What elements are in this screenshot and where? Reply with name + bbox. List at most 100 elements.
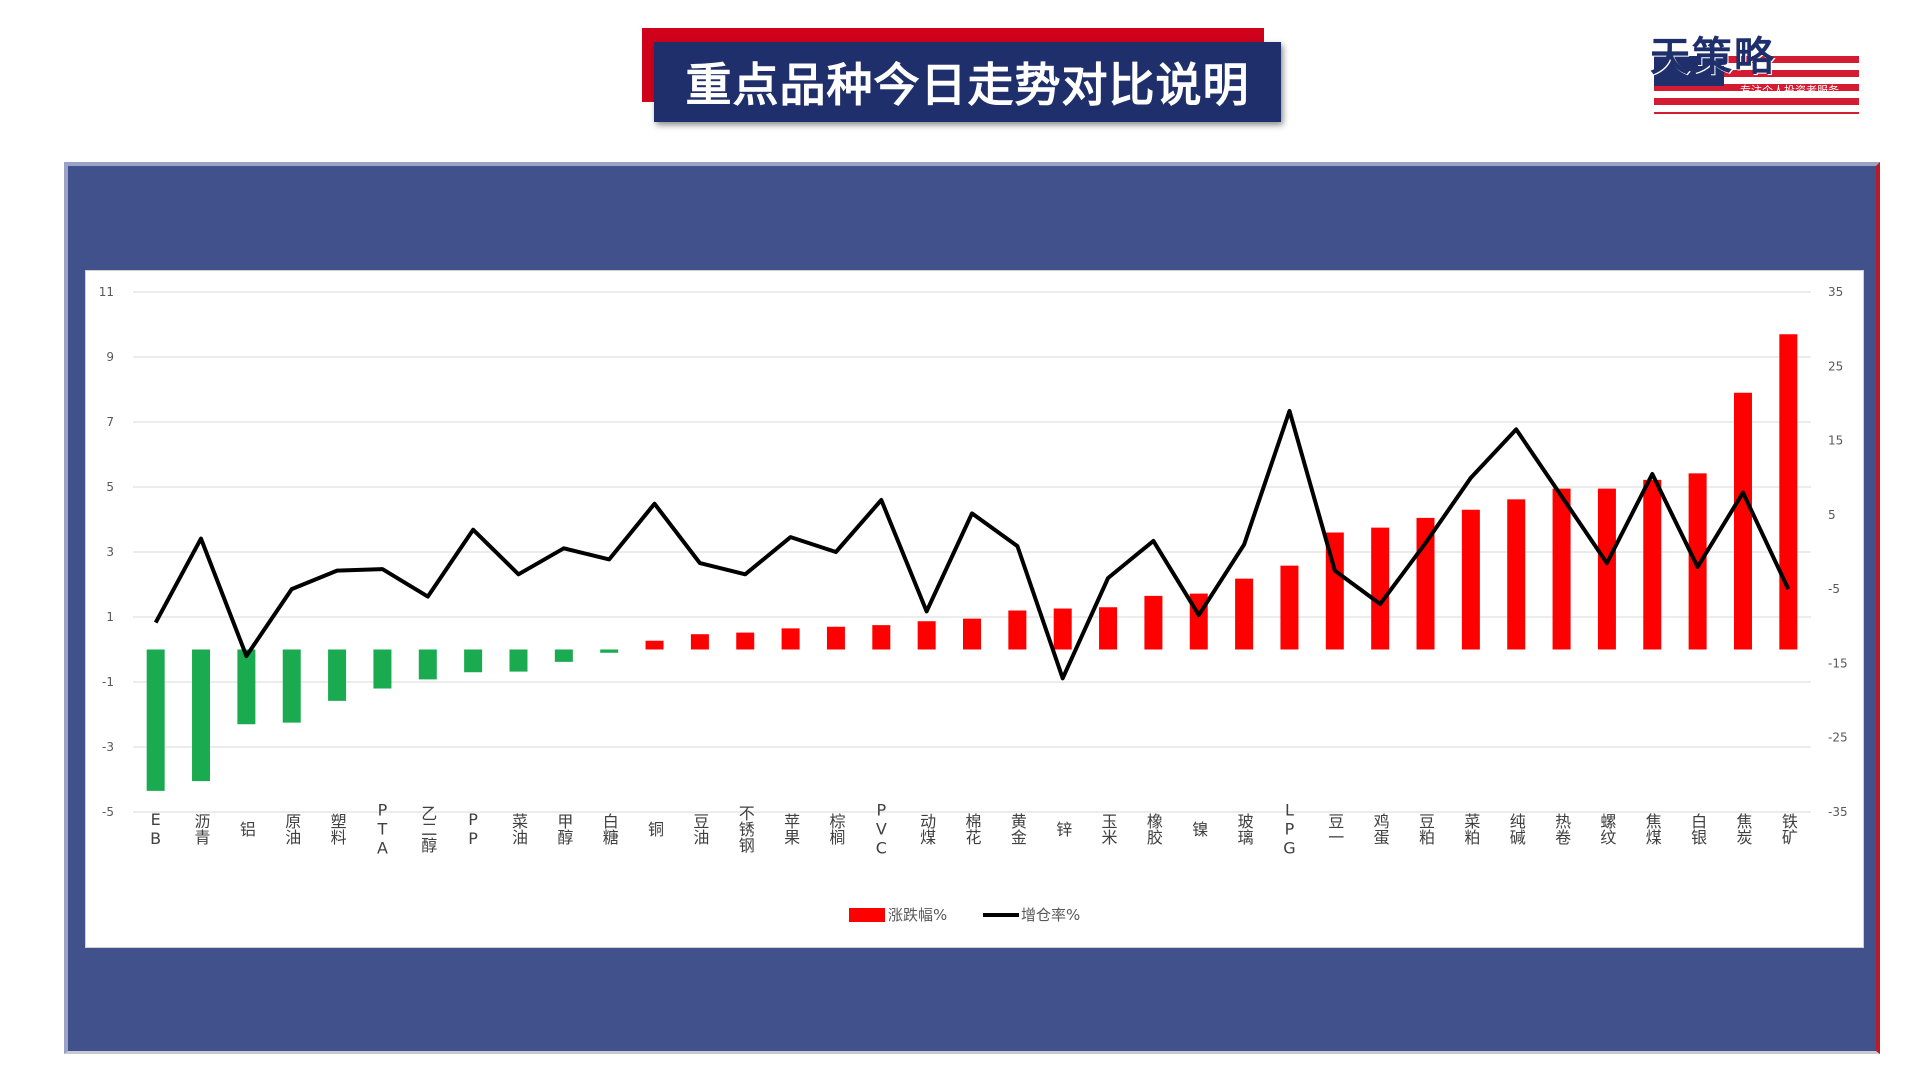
- bar: [192, 649, 211, 782]
- category-label: 白银: [1688, 813, 1707, 845]
- category-label: 不锈钢: [736, 805, 755, 854]
- left-axis-tick-label: 7: [106, 415, 114, 429]
- category-label: 豆粕: [1416, 813, 1435, 845]
- category-label: 鸡蛋: [1371, 813, 1390, 846]
- category-label: 菜油: [509, 813, 528, 845]
- chart-area: 11 9 7 5 3 1 -1 -3 -5 35 25 15 5 -5 -15 -25 -35 EB 沥青 铝 原油 塑料…: [85, 270, 1864, 948]
- bar: [1461, 509, 1480, 650]
- bar: [645, 640, 664, 650]
- flag-canton: [1654, 56, 1724, 86]
- bar: [1643, 479, 1662, 650]
- bar: [373, 649, 392, 689]
- bar: [1280, 565, 1299, 650]
- category-label: 铝: [237, 821, 256, 837]
- category-label: 动煤: [917, 813, 936, 845]
- bar: [1099, 607, 1118, 650]
- bar: [1371, 527, 1390, 650]
- bar: [282, 649, 301, 723]
- bar: [328, 649, 347, 701]
- category-label: 豆一: [1325, 813, 1344, 845]
- logo-tagline: 专注个人投资者服务: [1740, 84, 1839, 97]
- right-axis-tick-label: -5: [1828, 582, 1840, 596]
- bar: [554, 649, 573, 662]
- right-axis-tick-label: -35: [1828, 805, 1848, 819]
- category-label: 热卷: [1552, 813, 1571, 845]
- category-label: 沥青: [192, 813, 211, 846]
- legend-swatch-bar: [849, 908, 885, 922]
- bar: [1008, 610, 1027, 650]
- right-axis-tick-label: -25: [1828, 731, 1848, 745]
- series-line: [153, 408, 1791, 681]
- category-label: 焦煤: [1643, 813, 1662, 845]
- bar: [917, 621, 936, 650]
- right-axis-tick-label: 5: [1828, 508, 1836, 522]
- category-label: 镍: [1189, 821, 1208, 837]
- category-label: PTA: [373, 801, 392, 858]
- bar: [146, 649, 165, 791]
- category-label: 铁矿: [1779, 813, 1798, 845]
- left-axis-tick-label: 11: [99, 285, 114, 299]
- page-title: 重点品种今日走势对比说明: [685, 58, 1250, 112]
- category-label: 纯碱: [1507, 813, 1526, 846]
- brand-logo: 天策略 专注个人投资者服务: [1650, 24, 1892, 114]
- right-axis-tick-label: 25: [1828, 359, 1843, 373]
- category-label: 黄金: [1008, 813, 1027, 845]
- bar: [600, 649, 619, 653]
- bar: [1552, 488, 1571, 650]
- bar: [1416, 517, 1435, 650]
- bar: [826, 626, 845, 650]
- category-label: 玉米: [1099, 813, 1118, 845]
- category-label: 塑料: [328, 813, 347, 845]
- bar: [1597, 488, 1616, 650]
- category-label: 原油: [282, 813, 301, 845]
- bar: [736, 632, 755, 650]
- category-label: 棕榈: [826, 813, 845, 845]
- category-label: PP: [464, 810, 483, 848]
- title-banner: 重点品种今日走势对比说明: [654, 42, 1281, 122]
- left-axis-tick-label: -3: [102, 740, 114, 754]
- bar: [781, 628, 800, 650]
- left-axis-tick-label: 9: [106, 350, 114, 364]
- right-axis-tick-label: 15: [1828, 434, 1843, 448]
- category-label: PVC: [872, 801, 891, 858]
- logo-brand-text: 天策略: [1650, 33, 1776, 80]
- bar: [1235, 578, 1254, 650]
- category-label: 苹果: [781, 813, 800, 845]
- bar: [690, 634, 709, 650]
- bar: [1733, 392, 1752, 650]
- category-label: 豆油: [690, 813, 709, 845]
- category-label: 玻璃: [1235, 813, 1254, 845]
- category-label: 锌: [1053, 821, 1072, 837]
- bar: [1779, 334, 1798, 650]
- bar: [872, 625, 891, 650]
- bar: [963, 618, 981, 650]
- category-label: 焦炭: [1733, 813, 1752, 845]
- bar: [509, 649, 528, 672]
- category-label: 棉花: [963, 813, 982, 845]
- left-axis-tick-label: -5: [102, 805, 114, 819]
- category-label: EB: [146, 810, 165, 848]
- category-label: 橡胶: [1144, 813, 1163, 846]
- bar: [237, 649, 256, 725]
- right-axis-tick-label: 35: [1828, 285, 1843, 299]
- combo-chart: 11 9 7 5 3 1 -1 -3 -5 35 25 15 5 -5 -15 -25 -35 EB 沥青 铝 原油 塑料…: [99, 285, 1848, 924]
- category-label: LPG: [1280, 801, 1299, 858]
- bar: [464, 649, 483, 673]
- category-label: 螺纹: [1597, 813, 1616, 845]
- bar: [1688, 473, 1707, 650]
- category-label: 甲醇: [554, 813, 573, 845]
- bar: [1053, 608, 1072, 650]
- bar: [418, 649, 437, 680]
- category-label: 铜: [645, 821, 664, 838]
- left-axis-tick-label: -1: [102, 675, 114, 689]
- right-axis-tick-label: -15: [1828, 656, 1848, 670]
- bar: [1144, 595, 1163, 650]
- category-label: 白糖: [600, 813, 619, 845]
- legend-label-bar: 涨跌幅%: [888, 906, 947, 924]
- left-axis-tick-label: 1: [106, 610, 114, 624]
- legend-label-line: 增仓率%: [1021, 906, 1080, 924]
- category-label: 乙二醇: [418, 805, 437, 853]
- bar: [1507, 499, 1526, 650]
- left-axis-tick-label: 5: [106, 480, 114, 494]
- left-axis-tick-label: 3: [106, 545, 114, 559]
